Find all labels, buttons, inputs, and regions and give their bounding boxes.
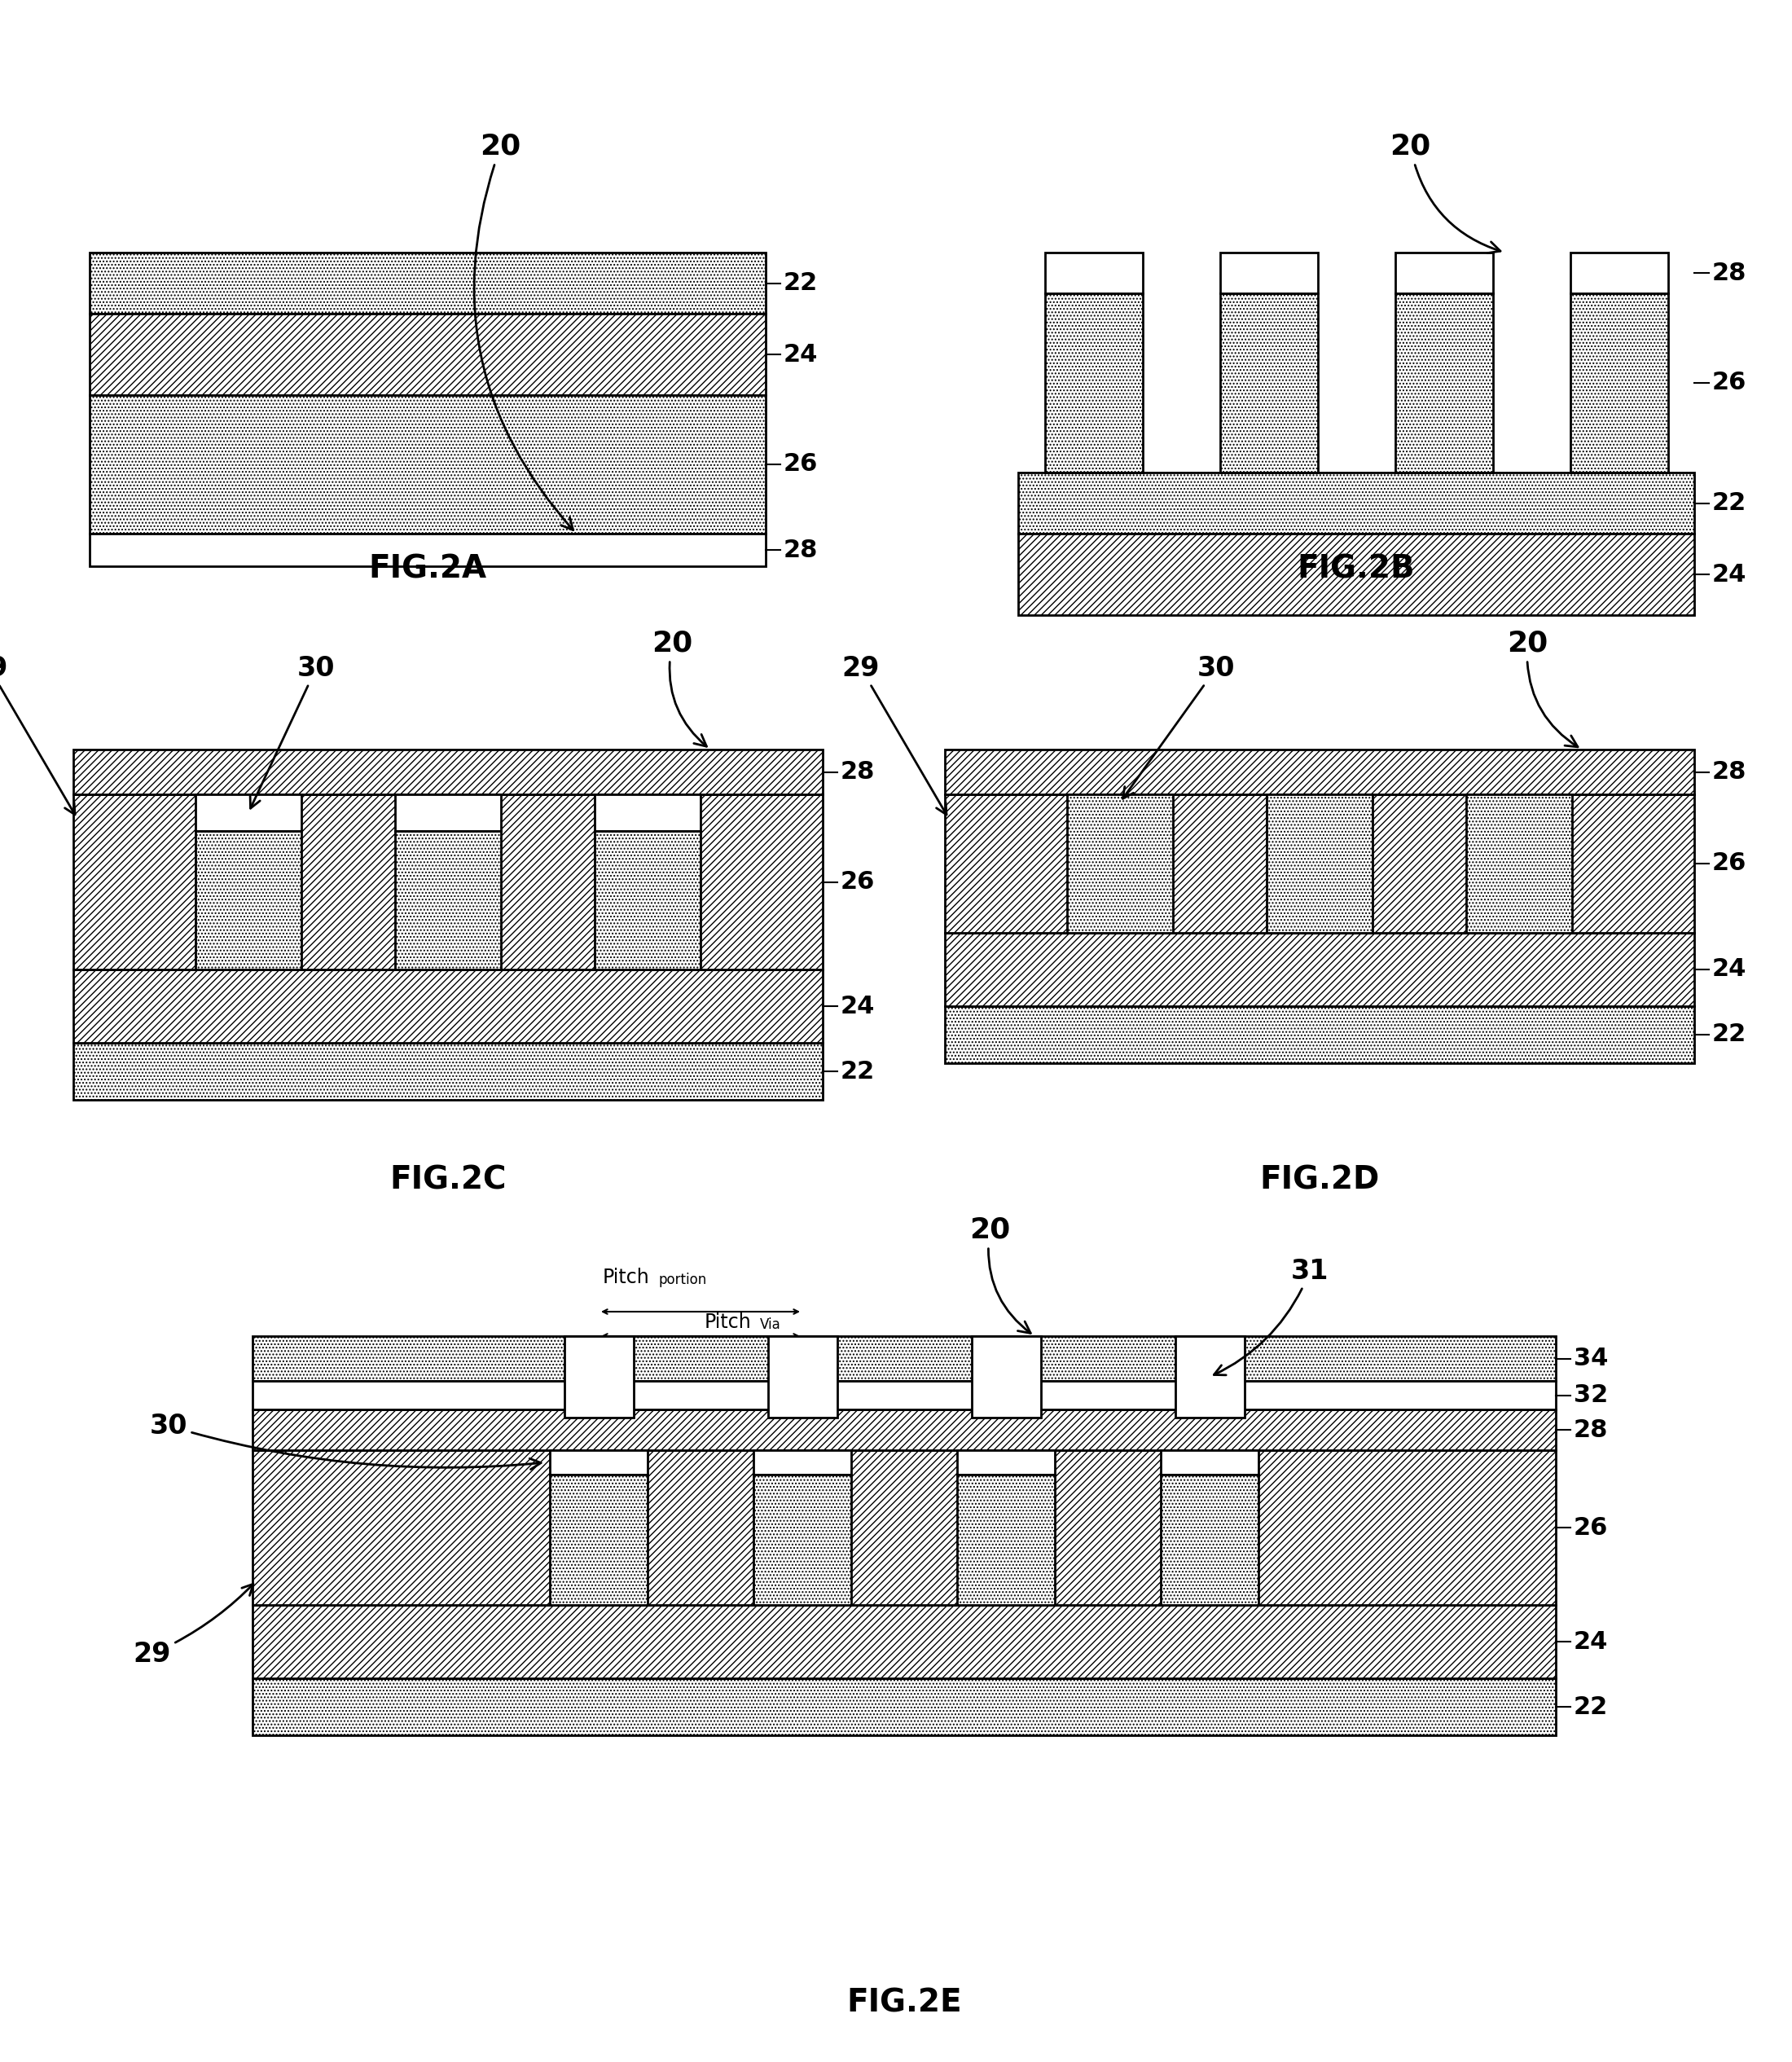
Text: 24: 24: [1573, 1629, 1607, 1654]
Text: 24: 24: [783, 342, 819, 367]
Text: 24: 24: [840, 994, 874, 1019]
Bar: [753, 1474, 851, 1604]
Bar: [595, 831, 701, 969]
Bar: [1161, 1450, 1258, 1474]
Bar: [1570, 252, 1668, 293]
Bar: [1570, 293, 1668, 472]
Text: 22: 22: [783, 272, 817, 295]
Text: 26: 26: [1711, 371, 1747, 394]
Bar: [394, 794, 502, 831]
Text: 28: 28: [1573, 1419, 1607, 1441]
Bar: [195, 831, 301, 969]
Text: 24: 24: [1711, 957, 1747, 982]
Bar: [1161, 1474, 1258, 1604]
Bar: [1066, 794, 1174, 932]
Bar: [595, 794, 701, 831]
Text: 29: 29: [133, 1584, 253, 1668]
Text: 20: 20: [475, 132, 573, 530]
Bar: [944, 1006, 1693, 1064]
Text: 32: 32: [1573, 1384, 1607, 1406]
Bar: [253, 1678, 1555, 1736]
Bar: [73, 969, 823, 1043]
Bar: [1018, 472, 1693, 534]
Bar: [90, 534, 765, 567]
Bar: [767, 1336, 837, 1417]
Text: 20: 20: [652, 629, 706, 746]
Text: 26: 26: [1573, 1516, 1607, 1540]
Bar: [957, 1474, 1055, 1604]
Text: 22: 22: [840, 1060, 874, 1083]
Text: 30: 30: [1124, 654, 1235, 798]
Text: 28: 28: [1711, 761, 1747, 784]
Text: 28: 28: [1711, 262, 1747, 285]
Text: 29: 29: [842, 654, 946, 814]
Bar: [1176, 1336, 1244, 1417]
Text: 30: 30: [251, 654, 335, 808]
Bar: [944, 932, 1693, 1006]
Bar: [1394, 252, 1493, 293]
Bar: [753, 1450, 851, 1474]
Text: 26: 26: [783, 452, 819, 476]
Text: 29: 29: [0, 654, 75, 814]
Bar: [944, 794, 1693, 932]
Text: 20: 20: [969, 1217, 1030, 1334]
Bar: [253, 1450, 1555, 1604]
Bar: [253, 1410, 1555, 1450]
Bar: [564, 1336, 633, 1417]
Bar: [971, 1336, 1041, 1417]
Bar: [1220, 252, 1317, 293]
Bar: [1267, 794, 1373, 932]
Bar: [73, 749, 823, 794]
Bar: [550, 1474, 647, 1604]
Text: FIG.2A: FIG.2A: [369, 555, 487, 586]
Text: 26: 26: [1711, 852, 1747, 876]
Text: 34: 34: [1573, 1346, 1607, 1371]
Bar: [550, 1450, 647, 1474]
Text: 30: 30: [149, 1412, 541, 1470]
Bar: [1466, 794, 1572, 932]
Text: 22: 22: [1573, 1695, 1607, 1718]
Bar: [90, 252, 765, 313]
Text: FIG.2D: FIG.2D: [1260, 1165, 1380, 1196]
Bar: [944, 749, 1693, 794]
Text: portion: portion: [658, 1272, 706, 1287]
Text: 28: 28: [783, 538, 819, 561]
Bar: [394, 831, 502, 969]
Text: Via: Via: [760, 1318, 781, 1332]
Text: 20: 20: [1507, 629, 1577, 746]
Bar: [253, 1336, 1555, 1382]
Text: Pitch: Pitch: [602, 1268, 650, 1287]
Text: 31: 31: [1213, 1258, 1330, 1375]
Text: Pitch: Pitch: [704, 1313, 751, 1332]
Text: FIG.2E: FIG.2E: [846, 1988, 962, 2019]
Bar: [253, 1382, 1555, 1410]
Bar: [1045, 293, 1143, 472]
Bar: [1394, 293, 1493, 472]
Bar: [90, 396, 765, 534]
Bar: [73, 794, 823, 969]
Text: FIG.2C: FIG.2C: [389, 1165, 507, 1196]
Bar: [73, 1043, 823, 1099]
Bar: [1220, 293, 1317, 472]
Text: FIG.2B: FIG.2B: [1297, 555, 1416, 586]
Text: 28: 28: [840, 761, 874, 784]
Bar: [1018, 534, 1693, 614]
Text: 22: 22: [1711, 1023, 1747, 1047]
Bar: [253, 1604, 1555, 1678]
Bar: [1045, 252, 1143, 293]
Bar: [195, 794, 301, 831]
Text: 22: 22: [1711, 491, 1747, 516]
Bar: [90, 313, 765, 396]
Text: 20: 20: [1391, 132, 1500, 254]
Bar: [957, 1450, 1055, 1474]
Text: 26: 26: [840, 870, 874, 893]
Text: 24: 24: [1711, 563, 1747, 586]
